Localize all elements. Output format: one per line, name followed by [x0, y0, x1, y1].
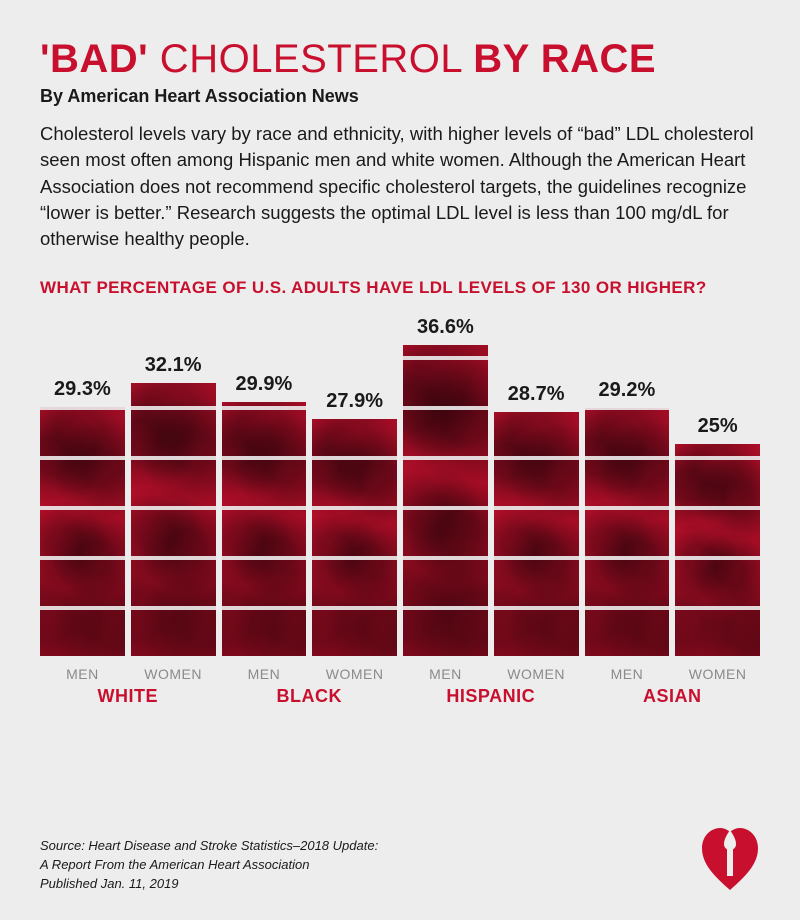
chart-value-label: 36.6% — [417, 316, 474, 339]
chart-value-label: 28.7% — [508, 383, 565, 406]
page-title: 'BAD' CHOLESTEROL BY RACE — [40, 38, 760, 80]
chart-value-label: 25% — [698, 415, 738, 438]
chart-bar: 29.2% — [585, 408, 670, 656]
chart-gender-axis: MEN WOMEN MEN WOMEN MEN WOMEN MEN WOMEN — [40, 666, 760, 682]
chart-bar: 28.7% — [494, 412, 579, 656]
chart-bar-fill — [222, 402, 307, 656]
chart-gender-label: WOMEN — [131, 666, 216, 682]
chart-race-axis: WHITE BLACKHISPANIC ASIAN — [40, 686, 760, 707]
chart-bar: 29.9% — [222, 402, 307, 656]
chart-group: 29.3%32.1% — [40, 383, 216, 656]
chart-gender-label: WOMEN — [312, 666, 397, 682]
chart-plot-area: 29.3%32.1%29.9%27.9%36.6%28.7%29.2%25% — [40, 316, 760, 656]
chart-bar-fill — [494, 412, 579, 656]
chart-bar: 25% — [675, 444, 760, 657]
chart-gender-group: MEN WOMEN — [40, 666, 216, 682]
chart-gender-group: MEN WOMEN — [222, 666, 398, 682]
chart-gender-label: MEN — [40, 666, 125, 682]
ldl-bar-chart: 29.3%32.1%29.9%27.9%36.6%28.7%29.2%25% M… — [40, 316, 760, 707]
chart-bar-fill — [585, 408, 670, 656]
chart-gender-label: MEN — [585, 666, 670, 682]
chart-bar: 36.6% — [403, 345, 488, 656]
chart-bar-fill — [131, 383, 216, 656]
chart-bar: 29.3% — [40, 407, 125, 656]
chart-bar-fill — [403, 345, 488, 656]
source-line-3: Published Jan. 11, 2019 — [40, 875, 378, 894]
chart-gender-label: MEN — [403, 666, 488, 682]
aha-logo-icon — [700, 824, 760, 894]
title-emph-byrace: BY RACE — [473, 37, 656, 81]
chart-race-label: ASIAN — [585, 686, 761, 707]
chart-group: 29.2%25% — [585, 408, 761, 656]
chart-bar-fill — [40, 407, 125, 656]
chart-race-label: HISPANIC — [403, 686, 579, 707]
chart-race-label: BLACK — [222, 686, 398, 707]
intro-paragraph: Cholesterol levels vary by race and ethn… — [40, 121, 760, 252]
source-citation: Source: Heart Disease and Stroke Statist… — [40, 837, 378, 894]
footer: Source: Heart Disease and Stroke Statist… — [40, 824, 760, 894]
chart-group: 29.9%27.9% — [222, 402, 398, 656]
chart-bar-fill — [675, 444, 760, 657]
chart-gender-label: MEN — [222, 666, 307, 682]
chart-value-label: 29.3% — [54, 378, 111, 401]
chart-gender-label: WOMEN — [675, 666, 760, 682]
chart-bar: 32.1% — [131, 383, 216, 656]
chart-gender-label: WOMEN — [494, 666, 579, 682]
chart-gender-group: MEN WOMEN — [585, 666, 761, 682]
chart-bar: 27.9% — [312, 419, 397, 656]
source-line-2: A Report From the American Heart Associa… — [40, 856, 378, 875]
chart-value-label: 29.9% — [236, 373, 293, 396]
chart-bar-fill — [312, 419, 397, 656]
chart-title: WHAT PERCENTAGE OF U.S. ADULTS HAVE LDL … — [40, 278, 760, 298]
source-line-1: Source: Heart Disease and Stroke Statist… — [40, 837, 378, 856]
chart-value-label: 29.2% — [599, 379, 656, 402]
chart-race-label: WHITE — [40, 686, 216, 707]
chart-gender-group: MEN WOMEN — [403, 666, 579, 682]
chart-group: 36.6%28.7% — [403, 345, 579, 656]
chart-value-label: 32.1% — [145, 354, 202, 377]
chart-value-label: 27.9% — [326, 390, 383, 413]
title-mid: CHOLESTEROL — [148, 37, 473, 81]
title-emph-bad: 'BAD' — [40, 37, 148, 81]
byline: By American Heart Association News — [40, 86, 760, 107]
